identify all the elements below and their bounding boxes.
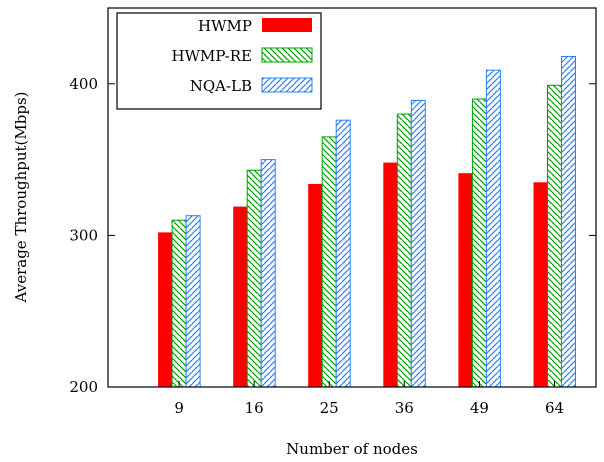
bar-nqa-lb-25 bbox=[335, 119, 351, 388]
bar-hwmp-16 bbox=[233, 206, 248, 387]
legend-swatch-hwmp-re bbox=[261, 47, 313, 63]
bar-hwmp-re-49 bbox=[471, 98, 487, 388]
bar-nqa-lb-49 bbox=[485, 69, 501, 388]
bar-nqa-lb-16 bbox=[260, 159, 276, 388]
bar-hwmp-re-9 bbox=[171, 219, 187, 388]
y-tick-label: 200 bbox=[69, 378, 98, 396]
y-tick-label: 300 bbox=[69, 226, 98, 244]
bar-hwmp-49 bbox=[458, 173, 473, 387]
x-tick-label: 9 bbox=[174, 399, 184, 417]
bar-nqa-lb-36 bbox=[410, 100, 426, 388]
y-axis: 200 300 400 bbox=[69, 75, 596, 396]
legend-label-hwmp: HWMP bbox=[198, 17, 252, 35]
x-tick-label: 36 bbox=[395, 399, 414, 417]
bar-nqa-lb-9 bbox=[185, 215, 201, 388]
y-axis-label: Average Throughput(Mbps) bbox=[12, 92, 30, 304]
bar-hwmp-re-16 bbox=[246, 169, 262, 388]
bar-hwmp-re-36 bbox=[396, 113, 412, 388]
plot-frame bbox=[107, 7, 597, 388]
legend-swatch-hwmp bbox=[262, 18, 312, 32]
bar-hwmp-36 bbox=[383, 162, 398, 387]
legend-label-hwmp-re: HWMP-RE bbox=[172, 47, 252, 65]
x-tick-label: 16 bbox=[245, 399, 264, 417]
x-tick-label: 25 bbox=[320, 399, 339, 417]
x-tick-label: 49 bbox=[470, 399, 489, 417]
bar-hwmp-9 bbox=[158, 232, 173, 387]
x-axis: 9 16 25 36 49 64 bbox=[174, 381, 564, 417]
bar-hwmp-25 bbox=[308, 183, 323, 387]
x-axis-label: Number of nodes bbox=[286, 440, 418, 458]
bar-hwmp-re-25 bbox=[321, 136, 337, 388]
legend: HWMP HWMP-RE NQA-LB bbox=[116, 12, 322, 110]
bar-nqa-lb-64 bbox=[561, 56, 576, 388]
y-tick-label: 400 bbox=[69, 75, 98, 93]
bar-hwmp-re-64 bbox=[547, 84, 562, 388]
legend-swatch-nqa-lb bbox=[261, 77, 313, 93]
legend-label-nqa-lb: NQA-LB bbox=[190, 77, 252, 95]
bar-hwmp-64 bbox=[533, 182, 548, 387]
x-tick-label: 64 bbox=[545, 399, 564, 417]
